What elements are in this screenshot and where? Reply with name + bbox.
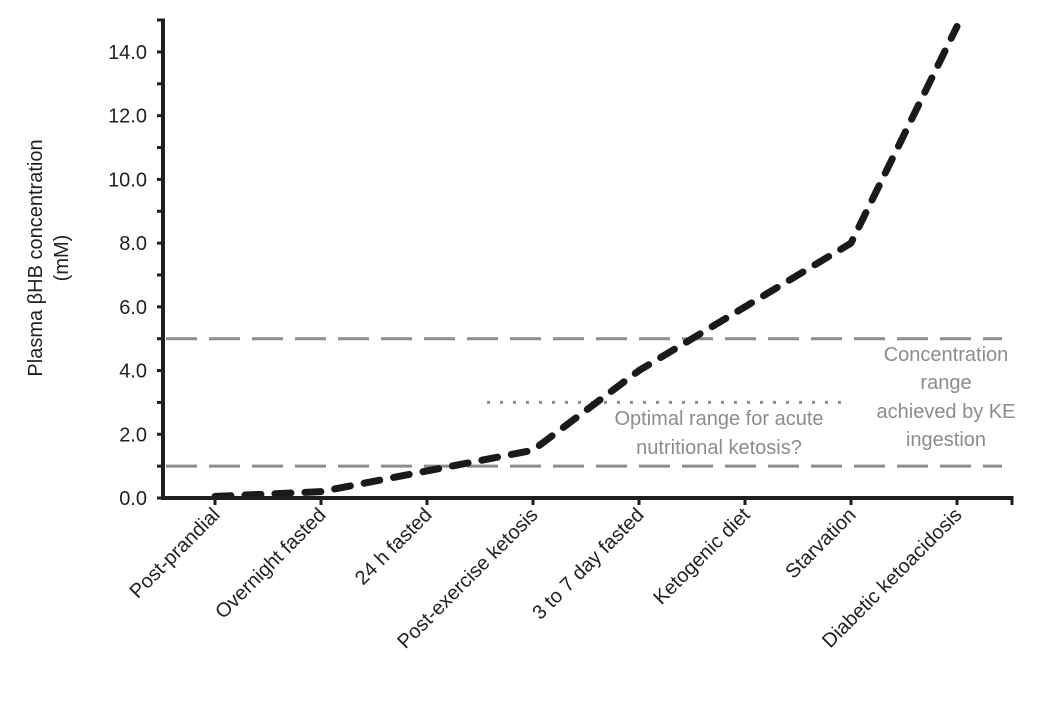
ke-range-annotation: Concentration range achieved by KE inges… xyxy=(877,344,1016,451)
optimal-range-annotation: Optimal range for acute nutritional keto… xyxy=(615,408,824,459)
ke-range-line-1: Concentration xyxy=(884,344,1009,366)
x-category-label: Overnight fasted xyxy=(211,504,330,623)
y-tick-label: 6.0 xyxy=(119,297,147,319)
reference-lines xyxy=(166,337,1002,468)
y-axis-title: Plasma βHB concentration (mM) xyxy=(25,139,73,376)
ke-range-line-3: achieved by KE xyxy=(877,401,1016,423)
x-category-label: 24 h fasted xyxy=(351,504,437,590)
x-category-label: 3 to 7 day fasted xyxy=(528,504,648,624)
ke-range-line-4: ingestion xyxy=(906,429,986,451)
ke-range-line-2: range xyxy=(920,372,971,394)
y-tick-label: 0.0 xyxy=(119,488,147,510)
optimal-range-line-1: Optimal range for acute xyxy=(615,408,824,430)
x-category-label: Post-prandial xyxy=(126,504,225,603)
x-category-label: Starvation xyxy=(781,504,860,583)
y-axis-title-line-2: (mM) xyxy=(51,235,73,282)
y-tick-label: 12.0 xyxy=(108,106,147,128)
y-tick-label: 8.0 xyxy=(119,233,147,255)
x-category-label: Ketogenic diet xyxy=(649,504,755,610)
y-axis-ticks: 0.0 2.0 4.0 6.0 8.0 10.0 12.0 14.0 xyxy=(108,42,165,510)
y-tick-label: 4.0 xyxy=(119,361,147,383)
y-axis-title-line-1: Plasma βHB concentration xyxy=(25,139,47,376)
y-tick-label: 14.0 xyxy=(108,42,147,64)
axes xyxy=(157,18,1014,505)
optimal-range-line-2: nutritional ketosis? xyxy=(636,437,802,459)
y-tick-label: 2.0 xyxy=(119,424,147,446)
data-series xyxy=(211,22,961,500)
series-line xyxy=(211,22,961,500)
y-tick-label: 10.0 xyxy=(108,169,147,191)
